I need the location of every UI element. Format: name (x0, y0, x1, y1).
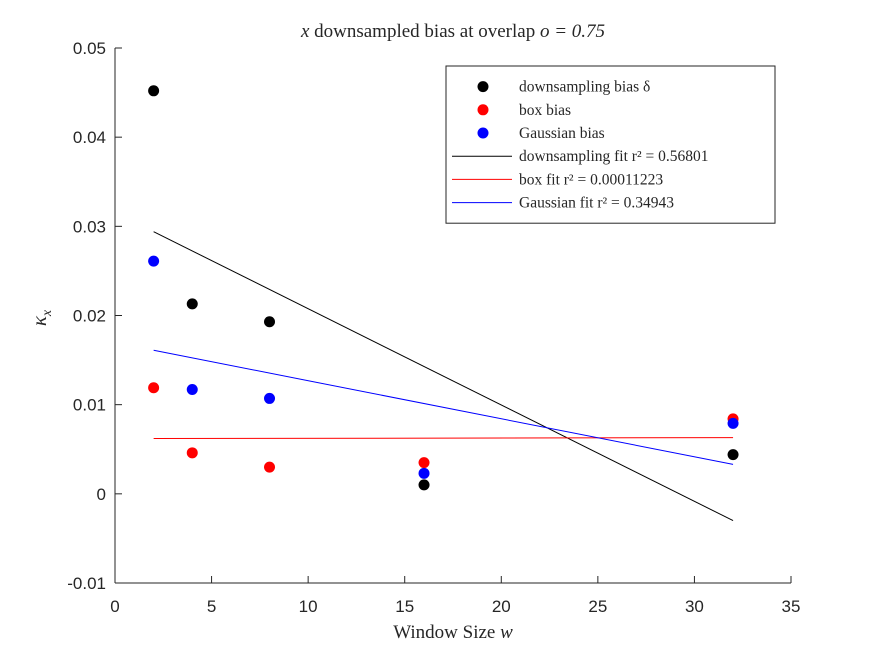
x-tick-label: 10 (299, 597, 318, 616)
data-point (148, 85, 160, 97)
data-point (418, 467, 430, 479)
legend-label: Gaussian bias (519, 125, 605, 142)
legend-label: downsampling fit r² = 0.56801 (519, 148, 708, 165)
x-axis-label-text: Window Size (393, 622, 500, 643)
y-axis-label-base: κ (27, 315, 51, 326)
x-axis-label-math: w (500, 622, 513, 643)
data-point (186, 447, 198, 459)
fit-line (153, 437, 734, 440)
x-tick-label: 5 (207, 597, 216, 616)
title-text: downsampled bias at overlap (309, 21, 540, 42)
data-point (727, 417, 739, 429)
chart-title: x downsampled bias at overlap o = 0.75 (300, 21, 605, 42)
data-point (148, 255, 160, 267)
y-tick-label: 0.01 (73, 396, 106, 415)
x-tick-label: 0 (110, 597, 119, 616)
legend-label: downsampling bias δ (519, 79, 650, 96)
legend-marker (477, 81, 489, 93)
data-point (727, 449, 739, 461)
data-point (148, 382, 160, 394)
x-tick-label: 15 (395, 597, 414, 616)
legend-box (445, 65, 776, 224)
data-point (186, 298, 198, 310)
y-axis-label: κx (27, 309, 55, 326)
legend-label: box fit r² = 0.00011223 (519, 171, 663, 188)
y-axis-label-subscript: x (40, 309, 55, 317)
x-tick-label: 30 (685, 597, 704, 616)
title-variable: x (300, 21, 310, 42)
y-tick-label: 0 (97, 485, 106, 504)
x-axis-label: Window Size w (393, 622, 513, 643)
data-point (418, 479, 430, 491)
data-point (186, 384, 198, 396)
data-point (264, 461, 276, 473)
y-tick-label: 0.02 (73, 307, 106, 326)
y-tick-label: 0.04 (73, 128, 106, 147)
x-tick-label: 35 (782, 597, 801, 616)
title-math: o = 0.75 (540, 21, 605, 42)
data-point (418, 457, 430, 469)
x-tick-label: 25 (588, 597, 607, 616)
legend-label: Gaussian fit r² = 0.34943 (519, 195, 674, 212)
legend-marker (477, 104, 489, 116)
x-tick-label: 20 (492, 597, 511, 616)
data-point (264, 316, 276, 328)
legend-label: box bias (519, 102, 571, 119)
legend: downsampling bias δ box bias Gaussian bias… (445, 65, 776, 224)
y-tick-label: 0.03 (73, 217, 106, 236)
y-tick-label: 0.05 (73, 39, 106, 58)
fit-line (153, 349, 734, 465)
y-tick-label: -0.01 (67, 574, 106, 593)
fit-line (153, 231, 734, 522)
legend-marker (477, 127, 489, 139)
data-point (264, 392, 276, 404)
